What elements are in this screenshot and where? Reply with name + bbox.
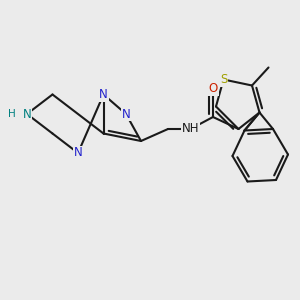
Text: N: N (74, 146, 82, 160)
Text: N: N (99, 88, 108, 101)
Text: O: O (208, 82, 217, 95)
Text: N: N (22, 107, 32, 121)
Text: NH: NH (182, 122, 199, 136)
Text: N: N (122, 107, 130, 121)
Text: S: S (220, 73, 227, 86)
Text: H: H (8, 109, 16, 119)
